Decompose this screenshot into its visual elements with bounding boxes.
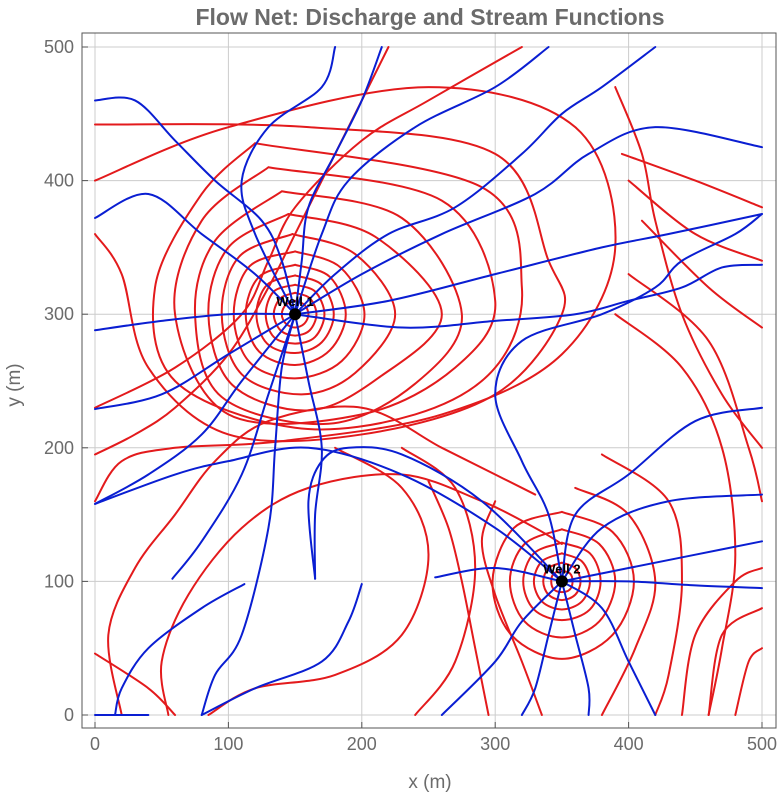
stream-function-line-53 [240, 46, 337, 316]
y-tick-label: 200 [44, 438, 74, 458]
potential-contour-line-35 [614, 86, 763, 449]
chart-title: Flow Net: Discharge and Stream Functions [195, 4, 664, 30]
potential-contour-line-21 [522, 541, 602, 622]
well-marker-1 [289, 308, 302, 321]
stream-function-line-45 [94, 96, 297, 316]
y-axis-label: y (m) [4, 363, 25, 406]
stream-function-line-63 [434, 567, 563, 583]
stream-function-line-54 [494, 213, 763, 583]
stream-function-line-66 [200, 583, 363, 716]
x-tick-label: 500 [747, 734, 777, 754]
potential-contour-line-3 [255, 274, 335, 354]
stream-function-line-57 [560, 540, 763, 583]
x-axis-label: x (m) [408, 772, 451, 793]
potential-contour-line-10 [151, 142, 524, 431]
potential-contour-line-25 [480, 500, 543, 716]
stream-function-line-48 [94, 313, 297, 411]
potential-contour-line-26 [427, 480, 490, 716]
potential-contour-line-5 [232, 250, 366, 380]
grid-lines [82, 33, 776, 728]
x-tick-label: 200 [347, 734, 377, 754]
stream-function-line-61 [520, 580, 563, 716]
stream-function-line-42 [294, 126, 763, 316]
stream-function-line-62 [440, 580, 563, 716]
stream-function-line-65 [307, 446, 563, 583]
potential-contour-line-34 [620, 152, 763, 209]
potential-contour-line-36 [707, 607, 763, 716]
axis-ticks: 0 100 200 300 400 500 0 100 200 300 400 500 [44, 37, 777, 754]
potential-contour-line-33 [627, 179, 763, 262]
x-tick-label: 400 [614, 734, 644, 754]
potential-contour-line-22 [508, 528, 617, 639]
potential-contour-line-23 [491, 510, 635, 660]
stream-function-line-51 [200, 313, 297, 716]
potential-contour-line-16 [159, 473, 563, 716]
plot-frame [81, 32, 777, 729]
stream-function-line-67 [114, 583, 246, 716]
potential-contour-line-18 [550, 569, 574, 594]
potential-contour-line-17 [94, 652, 177, 716]
x-tick-label: 0 [90, 734, 100, 754]
potential-contour-line-12 [94, 86, 617, 503]
potential-contour-line-1 [272, 291, 318, 337]
potential-contour-line-6 [220, 233, 397, 396]
well-marker-2 [555, 575, 568, 588]
potential-contour-line-20 [532, 552, 591, 611]
stream-function-line-39 [294, 46, 383, 316]
potential-contour-line-37 [734, 647, 763, 716]
y-tick-label: 300 [44, 304, 74, 324]
potential-contour-line-4 [244, 263, 347, 366]
potential-contour-line-14 [94, 46, 523, 409]
well-label-1: Well 1 [276, 294, 313, 309]
stream-function-line-43 [294, 213, 763, 316]
stream-function-line-49 [94, 313, 297, 505]
stream-function-line-52 [294, 313, 323, 580]
y-tick-label: 100 [44, 571, 74, 591]
stream-function-line-56 [560, 493, 763, 583]
potential-contour-line-38 [680, 567, 763, 716]
x-tick-label: 100 [213, 734, 243, 754]
potential-contour-line-19 [542, 561, 582, 602]
well-label-2: Well 2 [543, 561, 580, 576]
contour-layer [94, 46, 763, 716]
stream-function-line-40 [294, 46, 550, 316]
potential-contour-line-29 [600, 453, 683, 716]
potential-contour-line-31 [627, 273, 763, 503]
stream-function-line-44 [294, 263, 763, 329]
stream-function-line-46 [94, 192, 297, 316]
stream-function-line-58 [560, 580, 763, 590]
stream-function-line-59 [560, 580, 657, 716]
potential-contour-line-8 [193, 190, 463, 426]
potential-contour-line-15 [107, 405, 537, 716]
stream-function-line-55 [560, 406, 763, 583]
stream-function-line-50 [171, 313, 297, 580]
potential-contour-line-9 [173, 166, 497, 425]
stream-function-line-60 [560, 580, 591, 716]
wells-layer: Well 1 Well 2 [276, 294, 581, 588]
y-tick-label: 0 [64, 705, 74, 725]
stream-function-line-64 [94, 446, 563, 583]
stream-function-line-41 [294, 46, 657, 316]
y-tick-label: 400 [44, 171, 74, 191]
y-tick-label: 500 [44, 37, 74, 57]
x-tick-label: 300 [480, 734, 510, 754]
stream-function-line-47 [94, 312, 297, 332]
potential-contour-line-2 [264, 283, 326, 345]
potential-contour-line-24 [574, 486, 657, 716]
